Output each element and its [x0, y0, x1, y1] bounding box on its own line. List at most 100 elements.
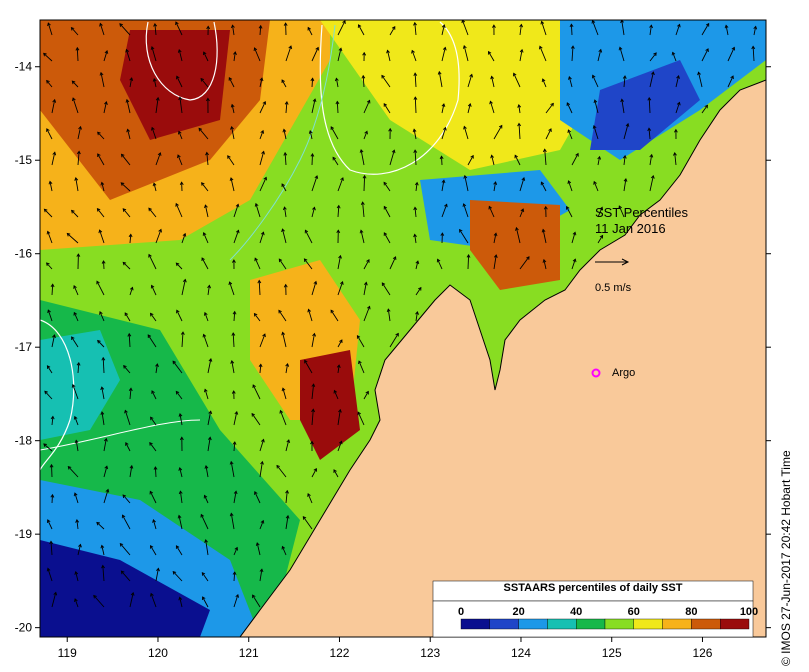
- current-vector-head: [177, 130, 182, 135]
- current-vector-head: [149, 442, 153, 446]
- current-vector: [594, 99, 599, 114]
- current-vector: [539, 46, 547, 62]
- current-vector-head: [46, 365, 51, 369]
- current-vector-head: [50, 415, 55, 420]
- current-vector: [571, 153, 579, 166]
- current-vector: [259, 520, 264, 530]
- current-vector-head: [357, 24, 362, 28]
- current-vector: [150, 416, 157, 426]
- current-vector-head: [207, 436, 212, 441]
- current-vector-head: [96, 521, 100, 526]
- x-tick-label: 125: [602, 646, 622, 660]
- current-vector-head: [158, 228, 162, 233]
- current-vector-head: [152, 77, 157, 82]
- current-vector-head: [253, 47, 258, 52]
- current-vector-head: [78, 125, 82, 130]
- colorbar-swatch: [460, 618, 490, 630]
- current-vector-head: [179, 436, 184, 441]
- current-vector: [179, 467, 183, 478]
- current-vector-head: [466, 254, 471, 258]
- current-vector: [363, 282, 367, 296]
- current-vector-head: [261, 150, 265, 155]
- current-vector: [414, 73, 417, 88]
- current-vector: [148, 207, 157, 218]
- current-vector: [77, 126, 82, 140]
- current-vector: [207, 411, 212, 426]
- vector-scale-arrow: [595, 258, 630, 266]
- current-vector: [542, 78, 547, 88]
- current-vector-head: [279, 409, 283, 414]
- current-vector-head: [52, 151, 57, 156]
- current-vector: [493, 233, 497, 244]
- current-vector-head: [203, 388, 208, 393]
- sst-extreme-region-nw: [120, 30, 230, 140]
- y-tick-label: -20: [15, 621, 33, 635]
- current-vector: [727, 47, 735, 62]
- current-vector: [150, 313, 157, 322]
- current-vector: [77, 362, 80, 374]
- current-vector: [278, 258, 287, 270]
- current-vector: [415, 311, 418, 322]
- current-vector-head: [262, 101, 267, 105]
- current-vector-head: [176, 309, 180, 314]
- current-vector-head: [463, 174, 468, 179]
- current-vector: [675, 24, 681, 36]
- current-vector: [623, 123, 629, 140]
- current-vector: [307, 493, 313, 504]
- current-vector: [623, 155, 626, 166]
- current-vector: [413, 129, 417, 140]
- colorbar-tick-label: 20: [512, 606, 524, 618]
- current-vector-head: [149, 544, 154, 549]
- current-vector-head: [281, 331, 286, 336]
- current-vector-head: [441, 24, 446, 29]
- current-vector-head: [383, 181, 387, 186]
- current-vector-head: [198, 127, 203, 132]
- current-vector-head: [178, 490, 183, 495]
- current-vector-head: [310, 153, 315, 157]
- current-vector-head: [671, 51, 676, 56]
- current-vector-head: [383, 232, 388, 236]
- current-vector: [176, 76, 183, 88]
- current-vector: [128, 333, 131, 348]
- x-tick-label: 123: [420, 646, 440, 660]
- current-vector-head: [285, 363, 290, 367]
- current-vector-head: [521, 177, 526, 181]
- current-vector-head: [104, 465, 109, 470]
- current-vector: [204, 495, 209, 504]
- x-tick-label: 122: [329, 646, 349, 660]
- current-vector: [147, 334, 157, 348]
- current-vector-head: [251, 412, 255, 417]
- current-vector-head: [565, 205, 570, 210]
- current-vector: [206, 152, 209, 166]
- current-vector-head: [179, 181, 184, 186]
- current-vector: [252, 594, 261, 608]
- current-vector-head: [128, 233, 133, 238]
- current-vector-head: [335, 100, 340, 105]
- current-vector: [233, 51, 236, 62]
- current-vector-head: [753, 25, 758, 30]
- current-vector: [233, 411, 238, 426]
- current-vector-head: [302, 515, 307, 520]
- current-vector-head: [97, 131, 101, 136]
- current-vector: [463, 45, 469, 62]
- current-vector: [337, 441, 342, 452]
- current-vector: [71, 336, 79, 348]
- current-vector: [100, 72, 105, 88]
- current-vector-head: [74, 598, 78, 602]
- current-vector: [255, 203, 261, 218]
- current-vector: [155, 152, 161, 166]
- current-vector-head: [285, 489, 290, 494]
- current-vector-head: [517, 122, 522, 127]
- current-vector-head: [649, 24, 654, 29]
- y-tick-label: -17: [15, 340, 33, 354]
- current-vector-head: [548, 128, 552, 132]
- current-vector: [97, 208, 105, 218]
- current-vector: [259, 232, 264, 244]
- current-vector: [597, 49, 602, 62]
- current-vector: [151, 390, 157, 400]
- current-vector: [389, 26, 396, 36]
- current-vector: [519, 208, 524, 218]
- current-vector-head: [49, 463, 54, 468]
- current-vector-head: [130, 591, 135, 596]
